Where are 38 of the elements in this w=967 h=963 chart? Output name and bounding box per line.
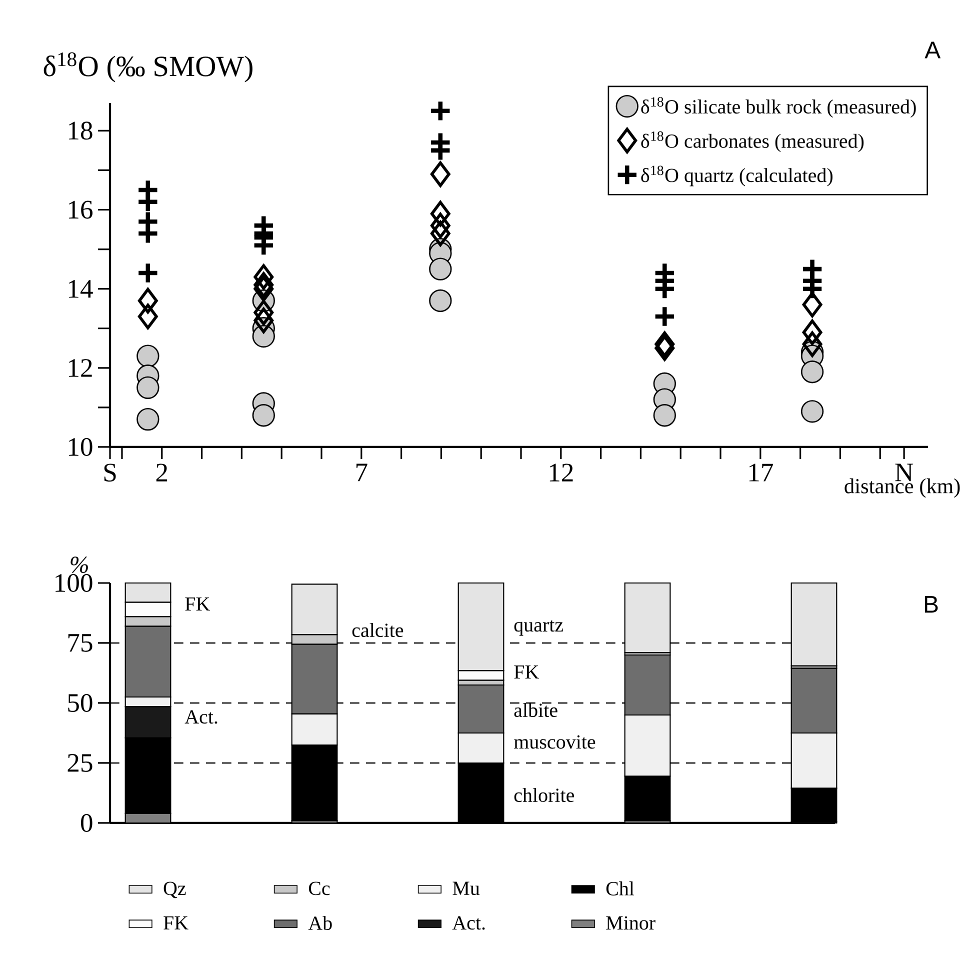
legend-label: δ$^{18}$O quartz (calculated) — [641, 166, 832, 186]
text: A — [924, 42, 941, 58]
y-tick-label: 16 — [68, 200, 93, 219]
legend-label: Mu — [452, 882, 480, 896]
x-tick-label: 2 — [156, 464, 168, 482]
legend-label: Qz — [164, 882, 186, 898]
y-tick-label: 50 — [68, 694, 92, 712]
y-tick-label: 14 — [68, 280, 93, 298]
y-tick-label: 10 — [68, 438, 92, 456]
x-tick-label: S — [104, 464, 116, 482]
legend-label: Act. — [452, 916, 485, 930]
y-tick-label: 25 — [68, 754, 92, 772]
annotation: quartz — [514, 620, 564, 636]
legend-label: Ab — [308, 916, 332, 930]
annotation: FK — [514, 665, 539, 679]
legend-label: FK — [164, 916, 188, 930]
y-tick-label: 100 — [56, 574, 92, 592]
annotation: chlorite — [514, 788, 574, 802]
legend-label: δ$^{18}$O carbonates (measured) — [641, 131, 864, 152]
y-tick-label: 75 — [68, 634, 92, 652]
annotation: Act. — [184, 710, 218, 724]
text: B — [924, 596, 938, 613]
legend-label: Minor — [606, 916, 656, 930]
y-tick-label: 0 — [80, 814, 92, 832]
annotation: albite — [514, 702, 558, 718]
legend-label: Chl — [606, 881, 634, 896]
annotation: muscovite — [514, 735, 596, 749]
y-tick-label: 12 — [68, 359, 92, 377]
y-tick-label: 18 — [68, 122, 92, 140]
annotation: calcite — [352, 622, 404, 638]
x-tick-label: 7 — [356, 464, 368, 482]
y-axis-title: % — [70, 556, 88, 573]
x-tick-label: 12 — [550, 464, 573, 482]
y-axis-title: δ$^{18}$O (‰ SMOW) — [44, 52, 252, 82]
legend-label: Cc — [308, 882, 330, 896]
x-tick-label: 17 — [749, 464, 773, 482]
annotation: FK — [185, 597, 210, 611]
legend-label: δ$^{18}$O silicate bulk rock (measured) — [641, 97, 916, 118]
